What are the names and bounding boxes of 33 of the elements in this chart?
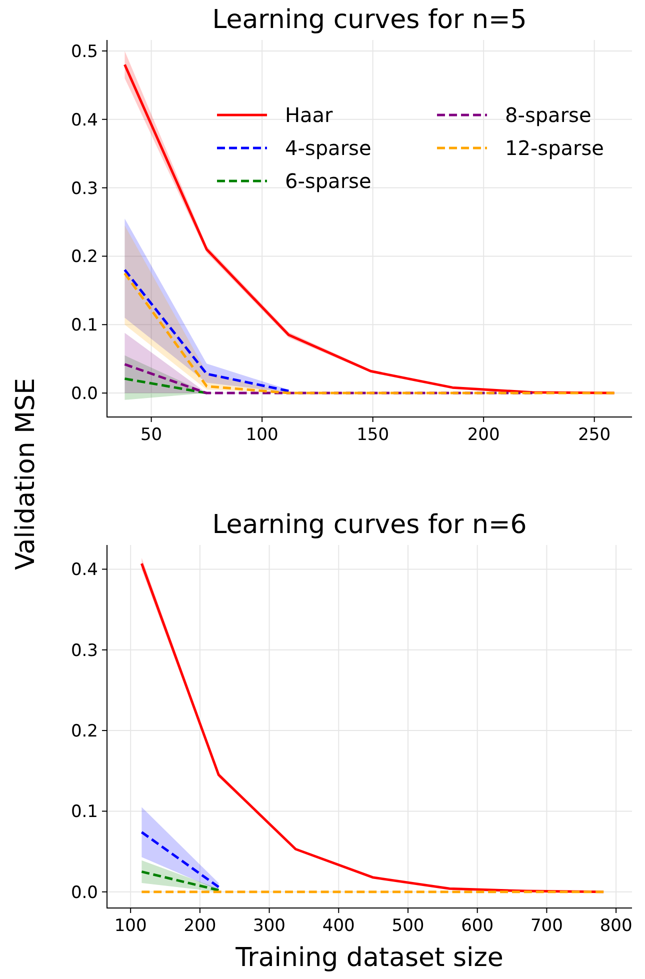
x-tick-label: 800 [600,916,632,936]
y-tick-label: 0.1 [70,316,98,336]
x-tick-label: 700 [530,916,563,936]
y-tick-label: 0.0 [70,384,98,404]
x-tick-label: 500 [392,916,424,936]
x-tick-label: 100 [114,916,147,936]
chart-title: Learning curves for n=6 [212,510,527,540]
x-tick-label: 200 [184,916,216,936]
y-axis-title: Validation MSE [11,378,41,570]
y-tick-label: 0.4 [70,560,98,580]
x-tick-label: 600 [461,916,494,936]
legend-label: 6-sparse [285,169,372,193]
y-tick-label: 0.5 [70,42,98,62]
y-tick-label: 0.2 [70,247,98,268]
x-tick-label: 200 [467,425,500,445]
y-tick-label: 0.2 [70,722,98,742]
y-tick-label: 0.4 [70,110,98,130]
legend-label: 4-sparse [285,136,372,160]
x-tick-label: 50 [140,425,162,445]
y-tick-label: 0.3 [70,178,98,199]
x-tick-label: 250 [578,425,611,445]
x-axis-title: Training dataset size [234,943,504,973]
y-tick-label: 0.1 [70,802,98,822]
x-tick-label: 400 [322,916,355,936]
legend-label: 8-sparse [505,103,592,127]
chart-title: Learning curves for n=5 [212,5,527,35]
legend-label: 12-sparse [505,136,604,160]
y-tick-label: 0.3 [70,640,98,661]
x-tick-label: 300 [253,916,286,936]
x-tick-label: 100 [246,425,278,445]
x-tick-label: 150 [356,425,390,445]
legend-label: Haar [285,103,334,127]
y-tick-label: 0.0 [70,882,98,903]
